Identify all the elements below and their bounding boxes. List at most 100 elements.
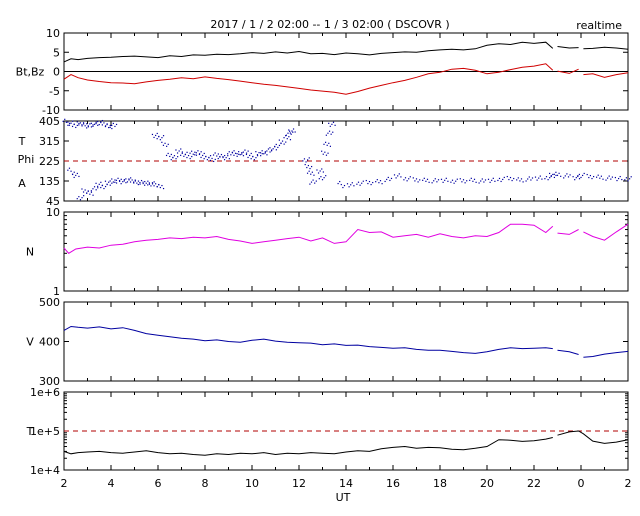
angles-phi_late-point: [406, 180, 408, 182]
angles-phi_late-point: [602, 178, 604, 180]
angles-phi_early-point: [244, 149, 246, 151]
angles-phi_early-point: [203, 158, 205, 160]
angles-theta-point: [92, 194, 94, 196]
angles-phi_early-point: [170, 159, 172, 161]
temperature-y-tick-label: 1e+4: [30, 464, 60, 477]
angles-theta-point: [104, 185, 107, 188]
angles-theta-point: [137, 183, 139, 186]
angles-phi_late-point: [534, 176, 537, 178]
angles-phi_late-point: [607, 177, 609, 179]
angles-phi_early-point: [329, 125, 331, 127]
angles-phi_late-point: [357, 181, 360, 183]
density-y-tick-label: 1: [53, 285, 60, 298]
angles-phi_early-point: [274, 145, 276, 148]
angles-phi_early-point: [161, 137, 163, 139]
angles-phi_late-point: [375, 181, 377, 183]
angles-phi_early-point: [95, 122, 97, 125]
speed-panel-frame: [63, 301, 629, 382]
angles-y-axis-label: T: [18, 135, 26, 148]
angles-phi_early-point: [241, 153, 243, 155]
angles-phi_late-point: [520, 178, 523, 180]
angles-phi_early-point: [228, 151, 230, 153]
angles-phi_early-point: [328, 122, 330, 124]
angles-phi_early-point: [180, 148, 182, 150]
angles-phi_early-point: [307, 159, 309, 161]
angles-phi_late-point: [614, 176, 616, 179]
angles-phi_late-point: [362, 180, 364, 182]
angles-phi_late-point: [451, 179, 454, 181]
angles-phi_late-point: [431, 182, 433, 184]
angles-phi_late-point: [517, 177, 519, 179]
angles-phi_early-point: [195, 152, 197, 154]
angles-phi_late-point: [370, 183, 372, 186]
angles-theta-point: [115, 182, 118, 184]
angles-phi_late-point: [558, 172, 560, 174]
angles-theta-point: [126, 181, 129, 183]
angles-theta-point: [84, 189, 86, 191]
angles-phi_late-point: [503, 176, 505, 179]
angles-phi_late-point: [610, 178, 612, 180]
angles-phi_late-point: [574, 179, 576, 181]
angles-phi_late-point: [417, 181, 419, 183]
angles-phi_early-point: [103, 122, 105, 124]
angles-phi_late-point: [433, 180, 435, 182]
angles-phi_early-point: [303, 158, 306, 160]
angles-phi_late-point: [567, 176, 570, 178]
angles-theta-point: [122, 181, 124, 183]
angles-theta-point: [128, 178, 130, 180]
angles-phi_early-point: [181, 151, 183, 153]
angles-phi_early-point: [291, 130, 293, 132]
angles-theta-point: [159, 186, 161, 189]
angles-phi_early-point: [84, 125, 86, 127]
angles-theta-point: [92, 188, 94, 190]
angles-phi_late-point: [469, 179, 471, 181]
angles-theta-point: [73, 176, 75, 179]
angles-phi_late-point: [387, 176, 389, 179]
angles-phi_early-point: [283, 137, 285, 139]
angles-phi_late-point: [337, 182, 339, 185]
angles-phi_late-point: [475, 181, 477, 183]
angles-phi_early-point: [97, 124, 99, 126]
realtime-label: realtime: [576, 19, 622, 32]
angles-phi_early-point: [304, 163, 306, 166]
angles-theta-point: [79, 199, 82, 201]
angles-phi_early-point: [194, 151, 196, 153]
angles-phi_early-point: [78, 122, 80, 125]
angles-phi_late-point: [509, 176, 512, 179]
angles-phi_early-point: [93, 123, 96, 125]
angles-phi_late-point: [538, 177, 540, 179]
angles-phi_early-point: [278, 139, 280, 141]
angles-phi_late-point: [409, 176, 411, 178]
angles-phi_early-point: [294, 131, 296, 133]
angles-theta-point: [81, 188, 83, 190]
angles-phi_early-point: [109, 124, 111, 127]
angles-phi_early-point: [90, 122, 92, 124]
angles-phi_late-point: [378, 182, 380, 184]
angles-phi_late-point: [575, 177, 577, 179]
angles-phi_early-point: [266, 154, 268, 156]
angles-phi_late-point: [444, 179, 446, 181]
angles-theta-point: [153, 181, 155, 183]
angles-phi_late-point: [586, 173, 588, 176]
angles-phi_early-point: [104, 125, 107, 128]
angles-phi_early-point: [166, 145, 168, 147]
angles-phi_late-point: [539, 175, 541, 177]
angles-phi_early-point: [267, 148, 270, 150]
angles-theta-point: [120, 178, 122, 180]
speed-y-tick-label: 400: [39, 336, 60, 349]
mag-y-axis-label: Bt,Bz: [16, 66, 45, 79]
angles-phi_early-point: [283, 143, 285, 145]
angles-theta-point: [139, 181, 141, 184]
angles-theta-point: [104, 180, 107, 182]
angles-phi_late-point: [390, 177, 393, 180]
angles-phi_late-point: [588, 176, 590, 179]
angles-phi_early-point: [245, 153, 248, 156]
mag-y-tick-label: -10: [42, 104, 60, 117]
angles-phi_early-point: [330, 133, 332, 135]
angles-phi_early-point: [321, 179, 324, 181]
angles-phi_late-point: [419, 179, 421, 181]
x-tick-label: 4: [108, 477, 115, 490]
angles-phi_early-point: [214, 152, 216, 154]
angles-phi_early-point: [233, 154, 235, 156]
